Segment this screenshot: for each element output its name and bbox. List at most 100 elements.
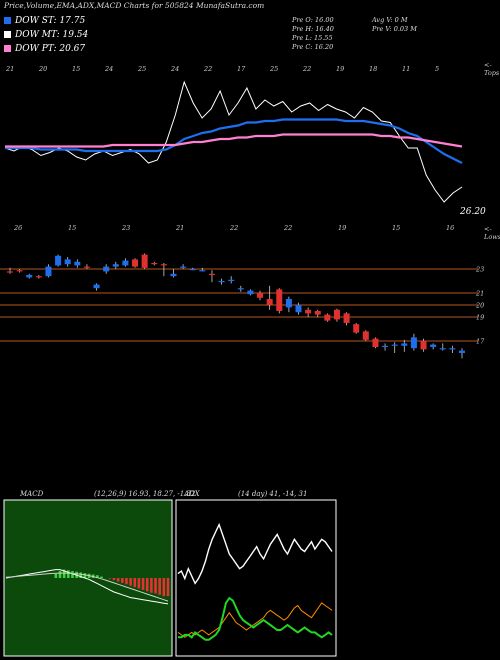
candle-body <box>391 344 398 346</box>
candle-body <box>295 305 302 313</box>
low-date-label: 22 <box>283 224 292 232</box>
legend-label: DOW PT: 20.67 <box>15 44 86 54</box>
macd-histogram-bar <box>158 578 161 595</box>
plus-di-line <box>177 602 333 638</box>
macd-histogram-bar <box>62 569 66 578</box>
lows-label: <-Lows <box>484 225 500 241</box>
low-date-label: 22 <box>229 224 238 232</box>
top-date-label: 22 <box>302 65 311 73</box>
candle-body <box>218 281 225 283</box>
candle-body <box>189 269 196 271</box>
adx-line <box>177 522 333 585</box>
legend-swatch-st <box>4 17 11 24</box>
candle-body <box>7 271 13 273</box>
ema-line-2 <box>5 133 463 148</box>
last-price-label: 26.20 <box>460 207 486 217</box>
candle-body <box>180 266 187 268</box>
macd-histogram-bar <box>79 572 83 578</box>
candle-body <box>439 348 446 350</box>
legend-swatch-mt <box>4 31 11 38</box>
macd-histogram-bar <box>145 578 149 592</box>
legend-label: DOW MT: 19.54 <box>15 30 89 40</box>
macd-histogram-bar <box>162 578 166 597</box>
candle-body <box>276 289 283 311</box>
legend-dow-mt: DOW MT: 19.54 <box>4 30 88 40</box>
candle-body <box>93 284 100 289</box>
legend-dow-pt: DOW PT: 20.67 <box>4 44 85 54</box>
macd-signal-line <box>5 572 169 602</box>
ema-line-1 <box>5 118 463 164</box>
candle-body <box>333 309 340 320</box>
candle-body <box>170 273 177 277</box>
candle-body <box>122 260 129 266</box>
ema-line-0 <box>4 80 463 203</box>
macd-histogram-bar <box>116 578 120 582</box>
candle-body <box>266 299 273 305</box>
top-date-label: 21 <box>5 65 14 73</box>
low-date-label: 23 <box>121 224 130 232</box>
candle-body <box>160 264 167 266</box>
macd-histogram-bar <box>129 578 132 586</box>
top-date-label: 24 <box>104 65 113 73</box>
stat-low: Pre L: 15.55 <box>292 34 333 42</box>
macd-histogram-bar <box>166 578 170 597</box>
low-date-label: 15 <box>68 224 76 232</box>
macd-histogram-bar <box>83 573 87 578</box>
stat-high: Pre H: 16.40 <box>292 25 334 33</box>
candle-body <box>35 276 42 278</box>
candle-body <box>449 348 456 350</box>
macd-histogram-bar <box>121 578 124 583</box>
macd-histogram-bar <box>137 578 141 589</box>
macd-histogram-bar <box>141 578 145 590</box>
candle-body <box>141 254 148 268</box>
low-date-label: 21 <box>175 224 184 232</box>
candle-body <box>410 337 417 349</box>
candle-body <box>285 299 292 308</box>
candle-body <box>372 338 379 347</box>
candle-body <box>324 314 331 321</box>
candle-body <box>382 345 389 347</box>
tops-label: <-Tops <box>484 61 500 77</box>
macd-title: MACD <box>20 490 44 498</box>
candle-body <box>103 266 110 272</box>
top-date-label: 5 <box>435 65 439 73</box>
macd-histogram-bar <box>71 571 74 578</box>
candle-body <box>353 324 360 333</box>
candle-body <box>45 266 52 277</box>
legend-label: DOW ST: 17.75 <box>15 16 86 26</box>
top-date-label: 17 <box>237 65 246 73</box>
candle-body <box>74 261 81 266</box>
top-date-label: 18 <box>369 65 377 73</box>
candle-body <box>305 309 312 314</box>
stat-close: Pre C: 16.20 <box>292 43 334 51</box>
candle-body <box>257 293 264 298</box>
candle-body <box>343 313 350 323</box>
macd-histogram-bar <box>150 578 153 593</box>
top-date-label: 15 <box>72 65 80 73</box>
candle-body <box>459 350 465 353</box>
adx-params: (14 day) 41, -14, 31 <box>238 490 308 498</box>
low-date-label: 15 <box>392 224 400 232</box>
page-title: Price,Volume,EMA,ADX,MACD Charts for 505… <box>4 1 265 10</box>
low-date-label: 19 <box>338 224 346 232</box>
macd-histogram-bar <box>54 573 58 578</box>
candle-body <box>83 266 90 268</box>
top-date-label: 22 <box>203 65 212 73</box>
candle-body <box>199 270 206 272</box>
top-date-label: 11 <box>402 65 410 73</box>
price-tick-label: 23 <box>475 266 484 274</box>
candle-body <box>420 341 427 350</box>
top-date-label: 25 <box>137 65 146 73</box>
top-date-label: 20 <box>38 65 47 73</box>
low-date-label: 26 <box>13 224 22 232</box>
legend-dow-st: DOW ST: 17.75 <box>4 16 85 26</box>
candle-body <box>151 263 158 265</box>
candle-body <box>228 279 235 281</box>
macd-params: (12,26,9) 16.93, 18.27, -1.32 <box>94 490 196 498</box>
macd-histogram-bar <box>67 570 70 578</box>
minus-di-line <box>178 596 333 641</box>
candle-body <box>314 311 321 315</box>
stat-avg-volume: Avg V: 0 M <box>372 16 408 24</box>
macd-histogram-bar <box>133 578 137 588</box>
